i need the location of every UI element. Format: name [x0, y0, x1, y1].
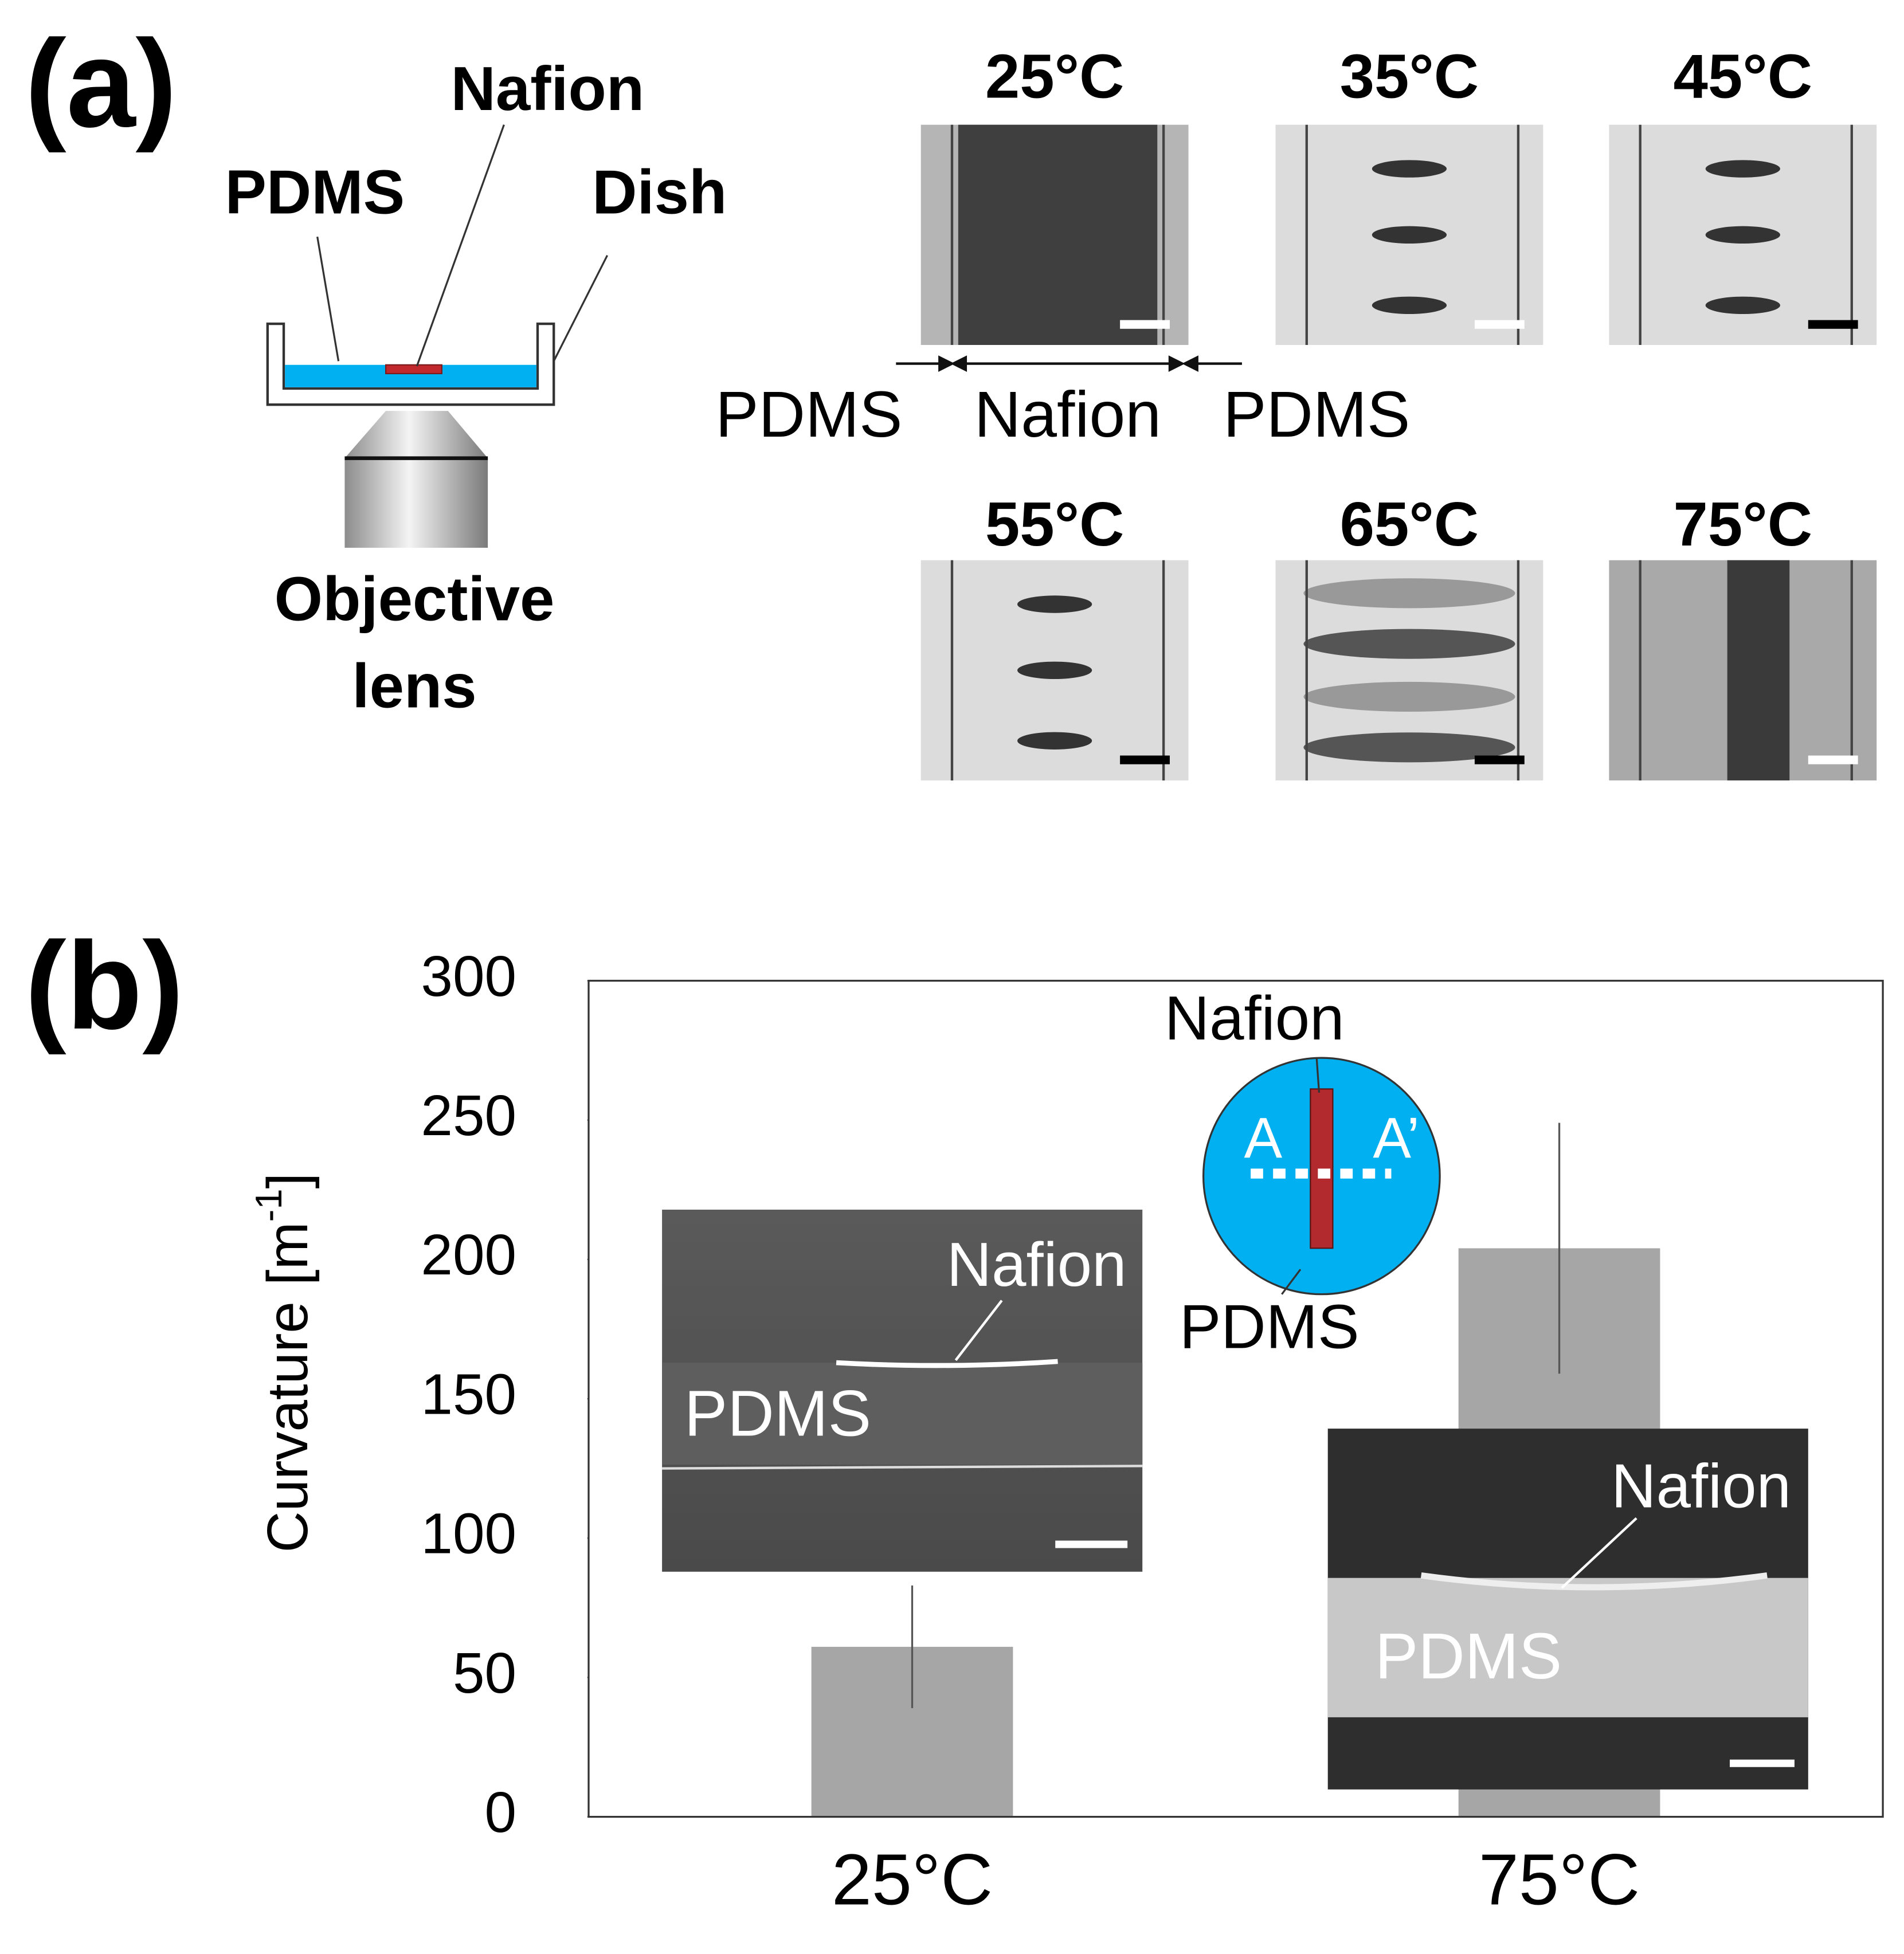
temperature-label: 75°C: [1674, 490, 1813, 559]
label: PDMS: [225, 158, 405, 227]
spot: [1705, 226, 1780, 244]
y-axis-label: Curvature [m-1]: [248, 1173, 320, 1553]
temperature-label: 25°C: [985, 42, 1125, 111]
sem-edge: [662, 1465, 1143, 1470]
spot: [1705, 296, 1780, 315]
leader-line: [553, 254, 609, 362]
scale-bar: [1474, 755, 1525, 764]
micrograph: [1609, 560, 1877, 780]
leader-line: [316, 236, 340, 362]
stripe: [1303, 578, 1515, 609]
panel-a: (a) Nafion PDMS Dish Objective lens PDMS…: [25, 14, 1877, 780]
label: PDMS: [1180, 1292, 1360, 1361]
y-label-part: -1: [248, 1188, 289, 1222]
leader-line: [1315, 1058, 1321, 1093]
lens-body: [344, 458, 488, 548]
spot: [1372, 160, 1447, 178]
spot: [1017, 595, 1092, 613]
temperature-label: 65°C: [1340, 490, 1479, 559]
y-tick-label: 50: [453, 1642, 516, 1705]
label: PDMS: [684, 1378, 871, 1450]
width-arrows: [896, 355, 1242, 372]
plot-frame: [587, 979, 1884, 1818]
y-tick-label: 0: [485, 1781, 517, 1845]
spot: [1017, 661, 1092, 679]
x-tick-label: 75°C: [1479, 1839, 1640, 1920]
x-tick-label: 25°C: [832, 1839, 993, 1920]
nafion-film: [385, 364, 442, 375]
panel-label: (a): [25, 14, 177, 154]
y-tick-label: 300: [421, 945, 516, 1009]
micrograph: [1275, 124, 1543, 346]
leader-line: [954, 1300, 1003, 1361]
leader-line: [1561, 1517, 1637, 1589]
sem-nafion: [1420, 1572, 1768, 1591]
spot: [1372, 226, 1447, 244]
label: Nafion: [947, 1230, 1127, 1300]
sem-pdms: [1327, 1578, 1808, 1717]
y-label-part: ]: [257, 1173, 320, 1189]
micrograph: [1275, 560, 1543, 780]
label: Nafion: [974, 378, 1161, 450]
stripe: [1303, 732, 1515, 763]
scale-bar: [1055, 1540, 1128, 1548]
scale-bar: [1730, 1759, 1795, 1767]
sem-pdms: [662, 1363, 1143, 1465]
label: A’: [1373, 1107, 1419, 1170]
temperature-label: 55°C: [985, 490, 1125, 559]
y-tick-label: 250: [421, 1084, 516, 1148]
leader-line: [1281, 1269, 1302, 1295]
y-tick-label: 150: [421, 1363, 516, 1426]
lens-tip: [344, 411, 488, 458]
stripe: [1303, 629, 1515, 659]
label: Objective: [275, 564, 555, 634]
label: A: [1244, 1107, 1283, 1170]
leader-line: [416, 124, 505, 367]
label: PDMS: [1223, 378, 1410, 450]
micrographs: 25°C 35°C 45°C 55°C 65°C 75°C: [920, 42, 1877, 780]
stripe: [1303, 681, 1515, 712]
scale-bar: [1808, 755, 1858, 764]
micrograph: [920, 560, 1189, 780]
panel-b: (b) 0 50 100 150 200 250 300 Curvature [m-1] 25°…: [25, 916, 1884, 1920]
y-tick-label: 200: [421, 1223, 516, 1287]
micrograph: [920, 124, 1189, 346]
label: Nafion: [1611, 1451, 1791, 1521]
nafion-band: [958, 124, 1158, 346]
nafion-band: [1727, 560, 1790, 780]
sem-nafion: [836, 1359, 1058, 1368]
label: lens: [352, 652, 476, 721]
label: Nafion: [1165, 984, 1345, 1053]
label: PDMS: [715, 378, 902, 450]
scale-bar: [1474, 320, 1525, 329]
spot: [1017, 732, 1092, 750]
micrograph: [1609, 124, 1877, 346]
panel-label: (b): [25, 916, 183, 1056]
spot: [1705, 160, 1780, 178]
scale-bar: [1120, 755, 1170, 764]
y-tick-label: 100: [421, 1502, 516, 1566]
temperature-label: 45°C: [1674, 42, 1813, 111]
label: PDMS: [1375, 1620, 1562, 1692]
y-label-part: Curvature [m: [257, 1222, 320, 1552]
dish: [266, 322, 555, 406]
label: Dish: [592, 158, 727, 227]
scale-bar: [1120, 320, 1170, 329]
label: Nafion: [451, 54, 645, 124]
spot: [1372, 296, 1447, 315]
scale-bar: [1808, 320, 1858, 329]
temperature-label: 35°C: [1340, 42, 1479, 111]
